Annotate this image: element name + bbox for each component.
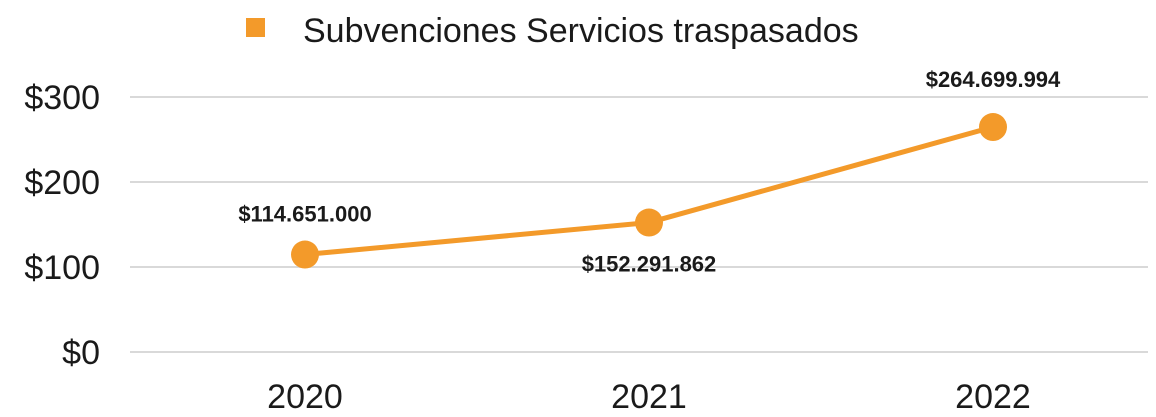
y-tick-label: $100 <box>24 249 100 287</box>
data-label-2022: $264.699.994 <box>926 67 1061 92</box>
data-point-2021 <box>635 208 663 237</box>
data-points <box>291 113 1007 269</box>
data-point-2022 <box>979 113 1007 142</box>
data-label-2020: $114.651.000 <box>238 202 371 227</box>
y-tick-label: $300 <box>24 79 100 117</box>
x-tick-label: 2021 <box>611 378 687 412</box>
y-tick-label: $200 <box>24 164 100 202</box>
y-tick-label: $0 <box>62 334 100 372</box>
legend: Subvenciones Servicios traspasados <box>246 12 859 50</box>
x-axis-ticks: 2020 2021 2022 <box>267 378 1031 416</box>
data-point-2020 <box>291 240 319 269</box>
data-labels: $114.651.000 $152.291.862 $264.699.994 <box>238 67 1061 277</box>
legend-label: Subvenciones Servicios traspasados <box>303 12 859 50</box>
x-tick-label: 2020 <box>267 378 343 412</box>
y-axis-ticks: $0 $100 $200 $300 <box>24 79 100 372</box>
data-label-2021: $152.291.862 <box>582 252 717 277</box>
legend-swatch <box>246 18 265 37</box>
x-tick-label: 2022 <box>955 378 1031 412</box>
